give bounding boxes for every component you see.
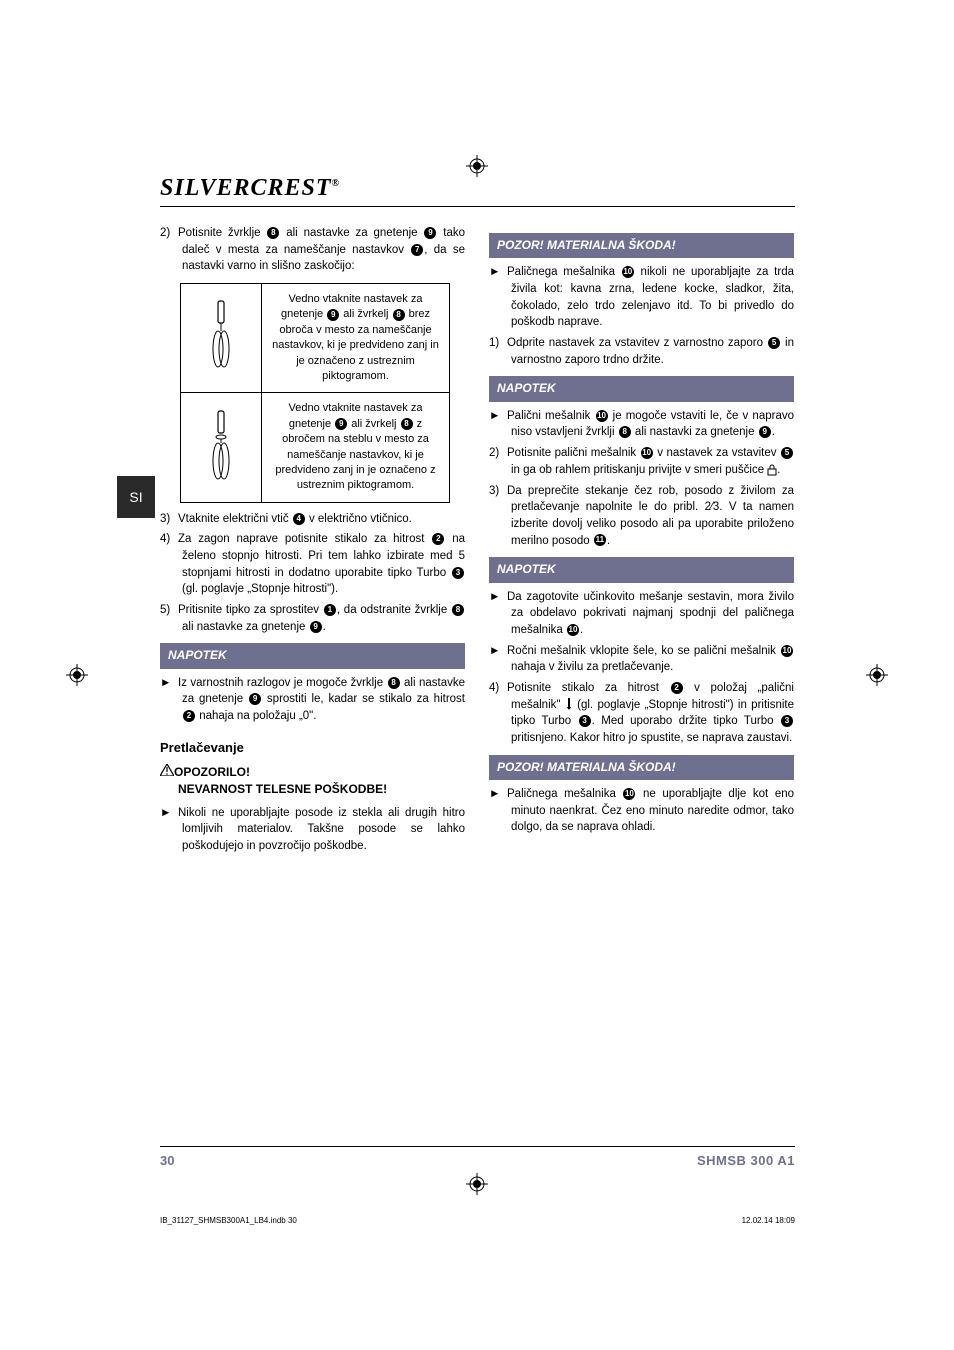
right-column: POZOR! MATERIALNA ŠKODA! ►Paličnega meša… bbox=[489, 225, 794, 859]
note-heading-r2: NAPOTEK bbox=[489, 557, 794, 582]
note-r2b: ►Ročni mešalnik vklopite šele, ko se pal… bbox=[511, 643, 794, 676]
note-heading-r1: NAPOTEK bbox=[489, 376, 794, 401]
language-tab: SI bbox=[117, 476, 155, 518]
note-r2a: ►Da zagotovite učinkovito mešanje sestav… bbox=[511, 589, 794, 639]
note-safety: ►Iz varnostnih razlogov je mogoče žvrklj… bbox=[182, 675, 465, 725]
caution-heading-1: POZOR! MATERIALNA ŠKODA! bbox=[489, 233, 794, 258]
job-date: 12.02.14 18:09 bbox=[742, 1216, 795, 1225]
lock-icon bbox=[767, 464, 777, 476]
pictogram-desc-2: Vedno vtaknite nastavek za gnetenje 9 al… bbox=[262, 393, 450, 502]
left-column: 2)Potisnite žvrklje 8 ali nastavke za gn… bbox=[160, 225, 465, 859]
subheading-pretlacevanje: Pretlačevanje bbox=[160, 739, 465, 758]
registration-mark-right bbox=[866, 664, 888, 686]
warning-body: ►Nikoli ne uporabljajte posode iz stekla… bbox=[182, 805, 465, 855]
step-r4: 4)Potisnite stikalo za hitrost 2 v polož… bbox=[511, 680, 794, 747]
pictogram-table: Vedno vtaknite nastavek za gnetenje 9 al… bbox=[180, 283, 450, 503]
caution-body-2: ►Paličnega mešalnika 10 ne uporabljajte … bbox=[511, 786, 794, 836]
page-number: 30 bbox=[160, 1153, 174, 1168]
note-heading: NAPOTEK bbox=[160, 643, 465, 668]
caution-heading-2: POZOR! MATERIALNA ŠKODA! bbox=[489, 755, 794, 780]
print-job-line: IB_31127_SHMSB300A1_LB4.indb 30 12.02.14… bbox=[160, 1216, 795, 1225]
brand-logo: SILVERCREST® bbox=[160, 175, 795, 207]
registration-mark-left bbox=[66, 664, 88, 686]
step-5: 5)Pritisnite tipko za sprostitev 1, da o… bbox=[182, 602, 465, 635]
whisk-icon-with-ring bbox=[181, 393, 262, 502]
caution-body-1: ►Paličnega mešalnika 10 nikoli ne uporab… bbox=[511, 264, 794, 331]
whisk-icon-no-ring bbox=[181, 284, 262, 393]
page-footer: 30 SHMSB 300 A1 bbox=[160, 1146, 795, 1168]
step-2: 2)Potisnite žvrklje 8 ali nastavke za gn… bbox=[182, 225, 465, 275]
model-number: SHMSB 300 A1 bbox=[697, 1153, 795, 1168]
stick-blender-icon bbox=[565, 699, 573, 711]
registration-mark-bottom bbox=[466, 1173, 488, 1195]
note-r1: ►Palični mešalnik 10 je mogoče vstaviti … bbox=[511, 408, 794, 441]
step-r2: 2)Potisnite palični mešalnik 10 v nastav… bbox=[511, 445, 794, 478]
step-r3: 3)Da preprečite stekanje čez rob, posodo… bbox=[511, 483, 794, 550]
registration-mark-top bbox=[466, 155, 488, 177]
step-4: 4)Za zagon naprave potisnite stikalo za … bbox=[182, 531, 465, 598]
job-file: IB_31127_SHMSB300A1_LB4.indb 30 bbox=[160, 1216, 297, 1225]
step-r1: 1)Odprite nastavek za vstavitev z varnos… bbox=[511, 335, 794, 368]
warning-heading: OPOZORILO! NEVARNOST TELESNE POŠKODBE! bbox=[178, 764, 465, 799]
step-3: 3)Vtaknite električni vtič 4 v električn… bbox=[182, 511, 465, 528]
pictogram-desc-1: Vedno vtaknite nastavek za gnetenje 9 al… bbox=[262, 284, 450, 393]
warning-icon bbox=[160, 764, 174, 781]
